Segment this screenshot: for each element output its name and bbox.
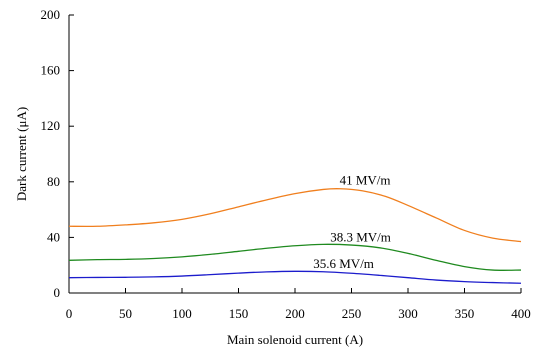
x-tick-label: 350: [455, 306, 475, 321]
series-line-2: [68, 270, 522, 284]
axes: [68, 15, 521, 294]
y-ticks: 0 40 80 120 160 200: [41, 7, 74, 300]
y-tick-label: 120: [41, 118, 61, 133]
y-tick-label: 200: [41, 7, 61, 22]
y-tick-label: 80: [47, 174, 60, 189]
x-tick-label: 200: [285, 306, 305, 321]
x-tick-label: 50: [119, 306, 132, 321]
series-annotations: 41 MV/m 38.3 MV/m 35.6 MV/m: [313, 173, 391, 271]
series-label-1: 38.3 MV/m: [330, 230, 391, 245]
y-tick-label: 40: [47, 229, 60, 244]
series-label-2: 35.6 MV/m: [313, 256, 374, 271]
y-tick-label: 160: [41, 63, 61, 78]
x-tick-label: 150: [229, 306, 249, 321]
series-line-1: [68, 243, 522, 271]
x-tick-label: 300: [398, 306, 418, 321]
y-axis-label: Dark current (μA): [14, 107, 29, 201]
x-tick-label: 0: [66, 306, 73, 321]
x-axis-label: Main solenoid current (A): [227, 332, 363, 347]
y-tick-label: 0: [54, 285, 61, 300]
x-tick-label: 100: [172, 306, 192, 321]
series-line-0: [68, 187, 522, 243]
x-ticks: 0 50 100 150 200 250 300 350 400: [66, 288, 531, 321]
x-tick-label: 250: [342, 306, 362, 321]
series-label-0: 41 MV/m: [340, 173, 391, 188]
series-lines: [68, 187, 522, 284]
x-tick-label: 400: [511, 306, 531, 321]
